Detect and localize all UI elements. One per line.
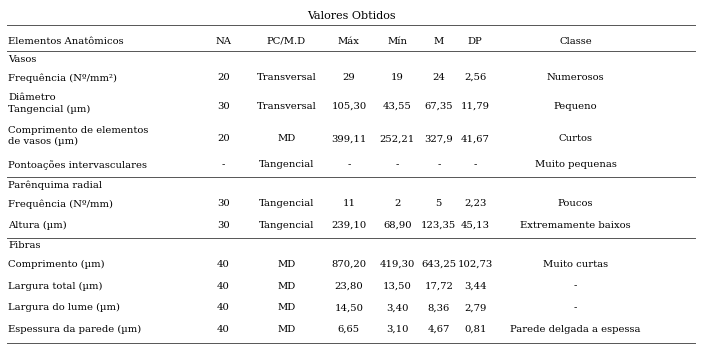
Text: 252,21: 252,21 bbox=[380, 134, 415, 143]
Text: Pequeno: Pequeno bbox=[554, 102, 597, 111]
Text: Parênquima radial: Parênquima radial bbox=[8, 181, 102, 190]
Text: -: - bbox=[474, 160, 477, 169]
Text: Transversal: Transversal bbox=[256, 102, 317, 111]
Text: 102,73: 102,73 bbox=[458, 260, 493, 269]
Text: 3,44: 3,44 bbox=[464, 282, 486, 291]
Text: Tangencial: Tangencial bbox=[259, 160, 314, 169]
Text: 40: 40 bbox=[217, 282, 230, 291]
Text: Fibras: Fibras bbox=[8, 241, 41, 251]
Text: -: - bbox=[574, 303, 577, 312]
Text: Frequência (Nº/mm): Frequência (Nº/mm) bbox=[8, 199, 114, 209]
Text: 40: 40 bbox=[217, 260, 230, 269]
Text: Curtos: Curtos bbox=[559, 134, 592, 143]
Text: Comprimento (µm): Comprimento (µm) bbox=[8, 260, 105, 269]
Text: 3,10: 3,10 bbox=[386, 325, 409, 334]
Text: NA: NA bbox=[216, 37, 231, 46]
Text: Comprimento de elementos
de vasos (µm): Comprimento de elementos de vasos (µm) bbox=[8, 126, 149, 146]
Text: 17,72: 17,72 bbox=[424, 282, 453, 291]
Text: MD: MD bbox=[277, 282, 296, 291]
Text: 68,90: 68,90 bbox=[383, 221, 411, 230]
Text: Transversal: Transversal bbox=[256, 73, 317, 82]
Text: 40: 40 bbox=[217, 325, 230, 334]
Text: Poucos: Poucos bbox=[558, 199, 593, 208]
Text: 123,35: 123,35 bbox=[421, 221, 456, 230]
Text: Espessura da parede (µm): Espessura da parede (µm) bbox=[8, 325, 142, 334]
Text: 2: 2 bbox=[394, 199, 401, 208]
Text: 0,81: 0,81 bbox=[464, 325, 486, 334]
Text: 19: 19 bbox=[391, 73, 404, 82]
Text: Altura (µm): Altura (µm) bbox=[8, 221, 67, 230]
Text: 2,79: 2,79 bbox=[464, 303, 486, 312]
Text: 41,67: 41,67 bbox=[461, 134, 490, 143]
Text: 40: 40 bbox=[217, 303, 230, 312]
Text: -: - bbox=[396, 160, 399, 169]
Text: Largura total (µm): Largura total (µm) bbox=[8, 282, 103, 291]
Text: 643,25: 643,25 bbox=[421, 260, 456, 269]
Text: M: M bbox=[434, 37, 444, 46]
Text: 419,30: 419,30 bbox=[380, 260, 415, 269]
Text: 3,40: 3,40 bbox=[386, 303, 409, 312]
Text: 30: 30 bbox=[217, 102, 230, 111]
Text: -: - bbox=[574, 282, 577, 291]
Text: 14,50: 14,50 bbox=[334, 303, 364, 312]
Text: -: - bbox=[222, 160, 225, 169]
Text: Vasos: Vasos bbox=[8, 55, 37, 64]
Text: 11,79: 11,79 bbox=[461, 102, 490, 111]
Text: Tangencial: Tangencial bbox=[259, 221, 314, 230]
Text: MD: MD bbox=[277, 260, 296, 269]
Text: 239,10: 239,10 bbox=[331, 221, 366, 230]
Text: Muito pequenas: Muito pequenas bbox=[535, 160, 616, 169]
Text: 43,55: 43,55 bbox=[383, 102, 412, 111]
Text: 20: 20 bbox=[217, 73, 230, 82]
Text: 4,67: 4,67 bbox=[428, 325, 450, 334]
Text: 67,35: 67,35 bbox=[425, 102, 453, 111]
Text: Extremamente baixos: Extremamente baixos bbox=[520, 221, 631, 230]
Text: Frequência (Nº/mm²): Frequência (Nº/mm²) bbox=[8, 73, 117, 83]
Text: Numerosos: Numerosos bbox=[547, 73, 604, 82]
Text: Valores Obtidos: Valores Obtidos bbox=[307, 11, 395, 21]
Text: 105,30: 105,30 bbox=[331, 102, 366, 111]
Text: Diâmetro
Tangencial (µm): Diâmetro Tangencial (µm) bbox=[8, 93, 91, 114]
Text: PC/M.D: PC/M.D bbox=[267, 37, 306, 46]
Text: Muito curtas: Muito curtas bbox=[543, 260, 608, 269]
Text: Largura do lume (µm): Largura do lume (µm) bbox=[8, 303, 121, 312]
Text: Máx: Máx bbox=[338, 37, 360, 46]
Text: 5: 5 bbox=[435, 199, 442, 208]
Text: 29: 29 bbox=[343, 73, 355, 82]
Text: 6,65: 6,65 bbox=[338, 325, 360, 334]
Text: 20: 20 bbox=[217, 134, 230, 143]
Text: Parede delgada a espessa: Parede delgada a espessa bbox=[510, 325, 641, 334]
Text: -: - bbox=[347, 160, 350, 169]
Text: 30: 30 bbox=[217, 199, 230, 208]
Text: MD: MD bbox=[277, 303, 296, 312]
Text: MD: MD bbox=[277, 325, 296, 334]
Text: Classe: Classe bbox=[559, 37, 592, 46]
Text: DP: DP bbox=[468, 37, 483, 46]
Text: 11: 11 bbox=[343, 199, 355, 208]
Text: 2,56: 2,56 bbox=[464, 73, 486, 82]
Text: Mín: Mín bbox=[388, 37, 407, 46]
Text: 870,20: 870,20 bbox=[331, 260, 366, 269]
Text: 45,13: 45,13 bbox=[461, 221, 490, 230]
Text: 8,36: 8,36 bbox=[428, 303, 450, 312]
Text: 24: 24 bbox=[432, 73, 445, 82]
Text: 13,50: 13,50 bbox=[383, 282, 412, 291]
Text: 327,9: 327,9 bbox=[425, 134, 453, 143]
Text: 399,11: 399,11 bbox=[331, 134, 366, 143]
Text: 2,23: 2,23 bbox=[464, 199, 486, 208]
Text: Tangencial: Tangencial bbox=[259, 199, 314, 208]
Text: Pontoações intervasculares: Pontoações intervasculares bbox=[8, 160, 147, 170]
Text: Elementos Anatômicos: Elementos Anatômicos bbox=[8, 37, 124, 46]
Text: -: - bbox=[437, 160, 440, 169]
Text: 30: 30 bbox=[217, 221, 230, 230]
Text: MD: MD bbox=[277, 134, 296, 143]
Text: 23,80: 23,80 bbox=[335, 282, 363, 291]
